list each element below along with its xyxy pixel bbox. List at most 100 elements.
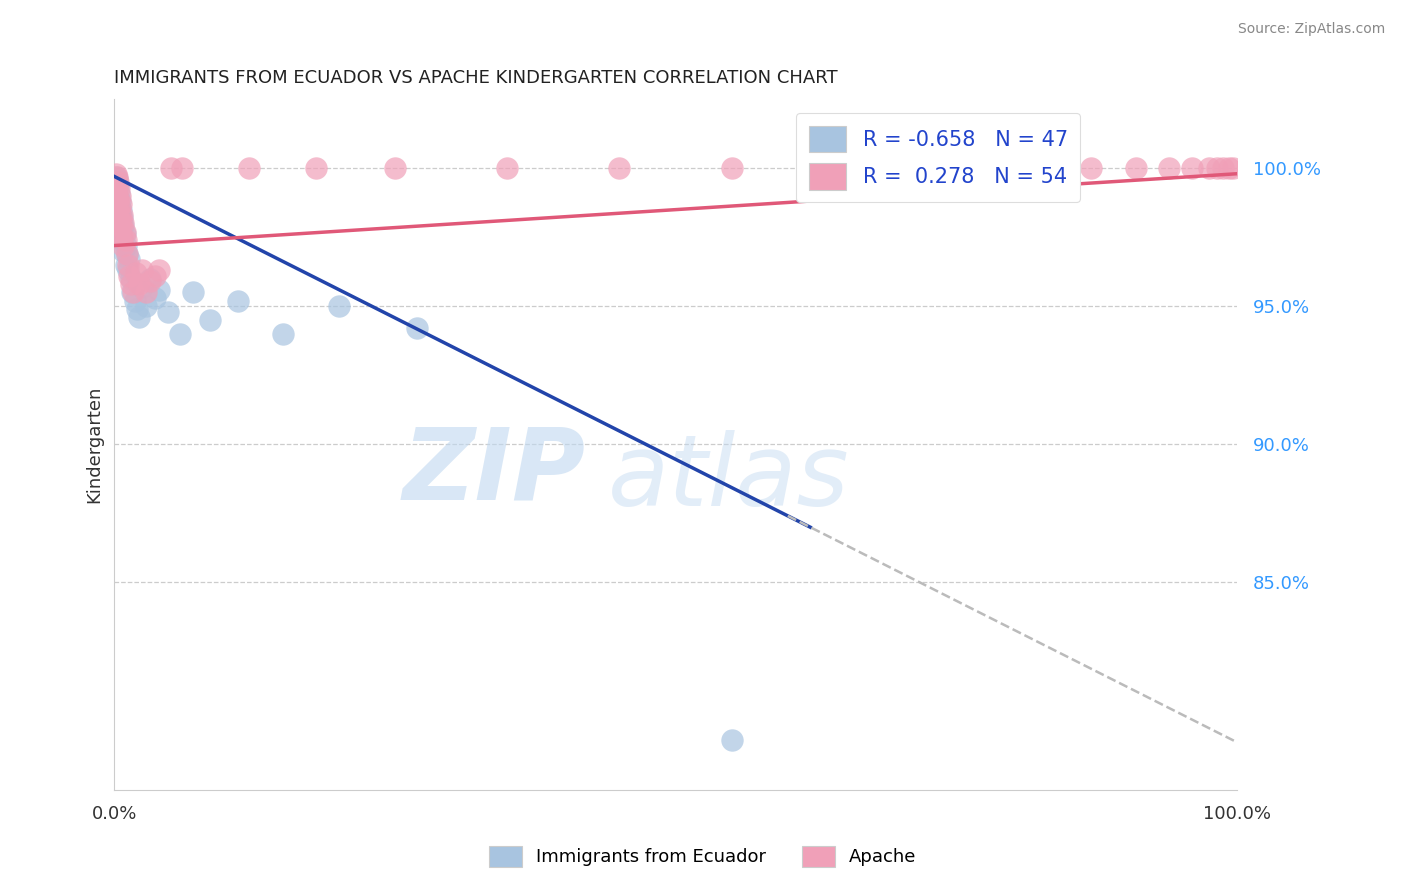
Point: [107, 175, 129, 189]
Point: [1212, 161, 1234, 176]
Point: [198, 313, 221, 327]
Text: ZIP: ZIP: [402, 424, 586, 520]
Point: [384, 161, 406, 176]
Point: [105, 189, 128, 203]
Point: [108, 230, 131, 244]
Point: [110, 225, 132, 239]
Point: [128, 310, 150, 325]
Point: [112, 244, 135, 258]
Point: [135, 299, 157, 313]
Point: [107, 211, 129, 225]
Point: [111, 211, 134, 225]
Point: [1205, 161, 1227, 176]
Point: [114, 233, 136, 247]
Point: [131, 263, 153, 277]
Point: [406, 321, 429, 335]
Point: [114, 227, 136, 242]
Point: [238, 161, 260, 176]
Point: [108, 227, 131, 242]
Point: [105, 189, 128, 203]
Point: [117, 263, 139, 277]
Point: [1198, 161, 1220, 176]
Point: [125, 266, 148, 280]
Point: [128, 277, 150, 292]
Point: [105, 205, 128, 219]
Point: [120, 271, 142, 285]
Legend: R = -0.658   N = 47, R =  0.278   N = 54: R = -0.658 N = 47, R = 0.278 N = 54: [796, 113, 1080, 202]
Point: [120, 277, 142, 292]
Text: Source: ZipAtlas.com: Source: ZipAtlas.com: [1237, 22, 1385, 37]
Point: [108, 222, 131, 236]
Point: [720, 732, 742, 747]
Point: [139, 275, 162, 289]
Point: [107, 211, 129, 225]
Point: [122, 285, 145, 300]
Point: [117, 258, 139, 272]
Point: [148, 263, 170, 277]
Point: [112, 216, 135, 230]
Point: [720, 161, 742, 176]
Point: [104, 183, 127, 197]
Point: [104, 167, 127, 181]
Point: [114, 258, 136, 272]
Point: [226, 293, 249, 308]
Point: [107, 194, 129, 209]
Point: [305, 161, 328, 176]
Point: [110, 216, 132, 230]
Point: [114, 238, 136, 252]
Point: [1080, 161, 1102, 176]
Point: [105, 202, 128, 217]
Y-axis label: Kindergarten: Kindergarten: [86, 385, 103, 503]
Point: [104, 169, 127, 184]
Text: atlas: atlas: [609, 430, 849, 527]
Point: [139, 271, 162, 285]
Point: [107, 178, 129, 192]
Point: [1218, 161, 1240, 176]
Point: [1125, 161, 1147, 176]
Point: [111, 233, 134, 247]
Point: [271, 326, 294, 341]
Point: [108, 219, 131, 234]
Point: [125, 301, 148, 316]
Point: [124, 293, 146, 308]
Point: [118, 252, 141, 267]
Point: [111, 230, 134, 244]
Point: [108, 194, 131, 209]
Point: [181, 285, 204, 300]
Point: [1024, 161, 1046, 176]
Point: [1222, 161, 1244, 176]
Point: [105, 216, 128, 230]
Point: [108, 200, 131, 214]
Point: [107, 197, 129, 211]
Point: [1159, 161, 1181, 176]
Point: [108, 186, 131, 200]
Point: [945, 161, 967, 176]
Point: [115, 247, 138, 261]
Point: [112, 238, 135, 252]
Point: [148, 283, 170, 297]
Point: [143, 268, 166, 283]
Point: [135, 285, 157, 300]
Point: [131, 280, 153, 294]
Point: [328, 299, 350, 313]
Point: [1181, 161, 1204, 176]
Point: [110, 197, 132, 211]
Point: [112, 219, 135, 234]
Point: [832, 161, 855, 176]
Text: IMMIGRANTS FROM ECUADOR VS APACHE KINDERGARTEN CORRELATION CHART: IMMIGRANTS FROM ECUADOR VS APACHE KINDER…: [114, 69, 838, 87]
Point: [143, 291, 166, 305]
Point: [108, 189, 131, 203]
Point: [108, 208, 131, 222]
Point: [121, 285, 143, 300]
Point: [108, 180, 131, 194]
Point: [105, 169, 128, 184]
Point: [609, 161, 631, 176]
Point: [114, 225, 136, 239]
Point: [108, 205, 131, 219]
Point: [169, 326, 191, 341]
Point: [110, 202, 132, 217]
Point: [104, 194, 127, 209]
Point: [170, 161, 193, 176]
Legend: Immigrants from Ecuador, Apache: Immigrants from Ecuador, Apache: [482, 838, 924, 874]
Point: [111, 208, 134, 222]
